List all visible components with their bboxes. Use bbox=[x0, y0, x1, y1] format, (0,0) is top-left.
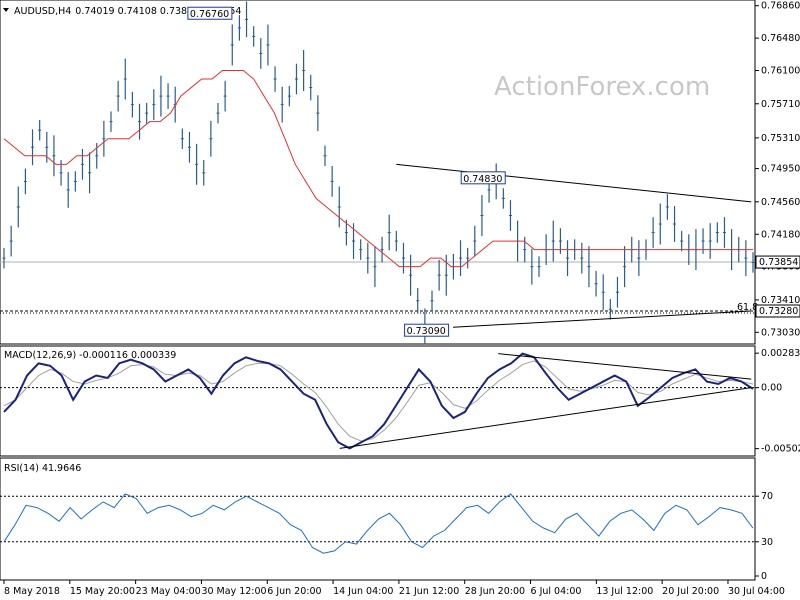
rsi-panel bbox=[0, 457, 756, 581]
price-tick-label: 0.76100 bbox=[761, 66, 800, 77]
rsi-tick-label: 30 bbox=[761, 537, 773, 548]
price-annotation-box bbox=[460, 171, 506, 185]
price-tick-label: 0.73030 bbox=[761, 327, 800, 338]
price-annotation: 0.76760 bbox=[190, 9, 229, 20]
time-tick-label: 14 Jun 04:00 bbox=[333, 586, 393, 597]
rsi-tick-label: 70 bbox=[761, 491, 773, 502]
time-tick-label: 20 Jul 20:00 bbox=[662, 586, 719, 597]
time-tick-label: 15 May 20:00 bbox=[70, 586, 135, 597]
moving-average-line bbox=[3, 70, 753, 268]
price-annotation-box bbox=[404, 323, 450, 337]
time-tick-label: 6 Jul 04:00 bbox=[531, 586, 582, 597]
price-tick-label: 0.74560 bbox=[761, 197, 800, 208]
macd-trendline bbox=[498, 353, 752, 380]
trendline bbox=[452, 310, 752, 328]
time-tick-label: 23 May 04:00 bbox=[136, 586, 201, 597]
rsi-axis: 70 30 0 bbox=[0, 491, 773, 582]
annotations: 0.76760 0.74830 0.73090 bbox=[187, 6, 506, 337]
time-tick-label: 8 May 2018 bbox=[4, 586, 60, 597]
time-tick-label: 6 Jun 20:00 bbox=[267, 586, 321, 597]
price-tick-label: 0.76860 bbox=[761, 1, 800, 12]
macd-tick-label: -0.005021 bbox=[761, 444, 800, 455]
last-price-label: 0.73854 bbox=[759, 257, 798, 268]
price-annotation: 0.73090 bbox=[407, 326, 446, 337]
time-tick-label: 21 Jun 12:00 bbox=[399, 586, 459, 597]
price-tick-label: 0.73410 bbox=[761, 295, 800, 306]
price-annotation: 0.74830 bbox=[463, 174, 502, 185]
macd-trendline bbox=[339, 387, 752, 449]
macd-tick-label: 0.002839 bbox=[761, 348, 800, 359]
price-series bbox=[2, 1, 755, 345]
price-tick-label: 0.74950 bbox=[761, 164, 800, 175]
trendline bbox=[396, 163, 752, 203]
price-tick-label: 0.75310 bbox=[761, 133, 800, 144]
macd-line bbox=[3, 352, 754, 450]
rsi-series bbox=[3, 493, 754, 554]
macd-tick-label: 0.00 bbox=[761, 383, 782, 394]
price-tick-label: 0.74180 bbox=[761, 229, 800, 240]
time-tick-label: 13 Jul 12:00 bbox=[596, 586, 653, 597]
time-tick-label: 30 May 12:00 bbox=[201, 586, 266, 597]
price-tick-label: 0.75710 bbox=[761, 99, 800, 110]
symbol-header: AUDUSD,H4 0.74019 0.74108 0.73832 0.73854 bbox=[14, 6, 241, 17]
support-label: 0.73280 bbox=[759, 306, 798, 317]
support-box bbox=[755, 304, 800, 318]
rsi-line bbox=[3, 493, 754, 554]
time-tick-label: 28 Jun 20:00 bbox=[465, 586, 525, 597]
dropdown-icon[interactable] bbox=[3, 8, 9, 12]
rsi-label: RSI(14) 41.9646 bbox=[4, 463, 81, 474]
macd-series bbox=[3, 352, 754, 450]
fib-label: 61.8 bbox=[737, 302, 758, 313]
watermark: ActionForex.com bbox=[494, 72, 710, 102]
price-axis: 0.76860 0.76480 0.76100 0.75710 0.75310 0.749… bbox=[0, 1, 800, 338]
time-axis: 8 May 2018 15 May 20:00 23 May 04:00 30 May… bbox=[3, 580, 785, 597]
last-price-box bbox=[755, 255, 800, 269]
macd-panel bbox=[0, 345, 756, 457]
price-panel bbox=[0, 0, 756, 345]
price-tick-label: 0.76480 bbox=[761, 33, 800, 44]
rsi-tick-label: 0 bbox=[761, 571, 767, 582]
macd-label: MACD(12,26,9) -0.000116 0.000339 bbox=[4, 350, 176, 361]
price-annotation-box bbox=[187, 6, 233, 20]
time-tick-label: 30 Jul 04:00 bbox=[728, 586, 785, 597]
